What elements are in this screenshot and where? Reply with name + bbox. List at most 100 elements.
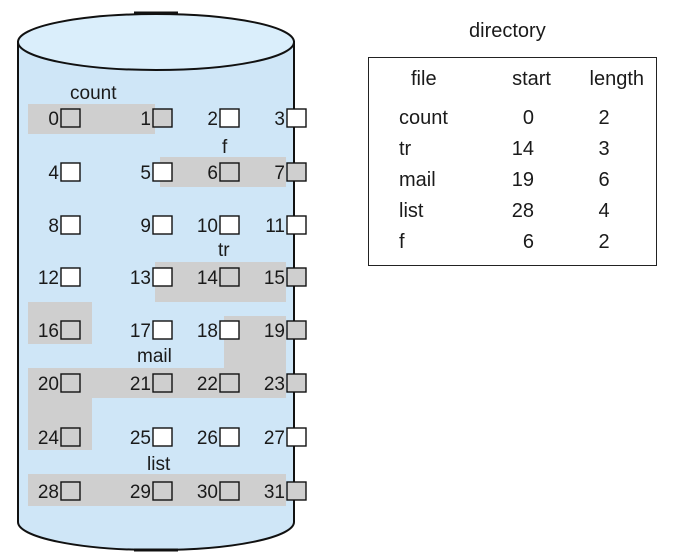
block-box	[286, 427, 307, 447]
block-number: 17	[130, 321, 151, 342]
row-file: count	[399, 107, 448, 129]
block-number: 7	[274, 163, 285, 184]
row-length: 2	[598, 107, 610, 129]
block-box	[286, 267, 307, 287]
block-box	[286, 481, 307, 501]
directory-title: directory	[469, 20, 546, 42]
header-file: file	[411, 68, 437, 90]
region-count	[28, 104, 155, 134]
block-number: 24	[38, 428, 60, 449]
block-number: 29	[130, 482, 151, 503]
block-box	[60, 162, 81, 182]
row-file: tr	[399, 138, 412, 160]
block-box	[60, 427, 81, 447]
row-start: 0	[522, 107, 534, 129]
block-number: 0	[48, 109, 59, 130]
block-number: 9	[140, 216, 151, 237]
label-tr: tr	[218, 240, 230, 261]
block-number: 23	[264, 374, 285, 395]
block-box	[286, 373, 307, 393]
block-box	[152, 481, 173, 501]
block-number: 6	[207, 163, 218, 184]
block-box	[60, 267, 81, 287]
block-box	[219, 320, 240, 340]
block-number: 5	[140, 163, 151, 184]
block-number: 10	[197, 216, 218, 237]
block-number: 31	[264, 482, 285, 503]
block-box	[219, 267, 240, 287]
row-file: list	[399, 200, 424, 222]
block-number: 19	[264, 321, 285, 342]
block-box	[286, 162, 307, 182]
row-length: 6	[598, 169, 610, 191]
block-box	[286, 215, 307, 235]
block-number: 12	[38, 268, 59, 289]
directory-row: count 0 2	[369, 107, 656, 137]
row-start: 28	[511, 200, 534, 222]
block-number: 8	[48, 216, 59, 237]
row-file: f	[399, 231, 405, 253]
region-tr-tail	[28, 302, 92, 344]
row-start: 19	[511, 169, 534, 191]
row-length: 3	[598, 138, 610, 160]
block-number: 13	[130, 268, 151, 289]
block-box	[152, 108, 173, 128]
row-start: 14	[511, 138, 534, 160]
block-box	[60, 108, 81, 128]
block-box	[219, 215, 240, 235]
row-file: mail	[399, 169, 436, 191]
directory-row: list 28 4	[369, 200, 656, 230]
row-length: 2	[598, 231, 610, 253]
directory-row: tr 14 3	[369, 138, 656, 168]
block-number: 15	[264, 268, 285, 289]
block-number: 25	[130, 428, 151, 449]
block-number: 2	[207, 109, 218, 130]
disk-top	[17, 13, 295, 71]
block-box	[152, 215, 173, 235]
block-box	[60, 320, 81, 340]
block-number: 28	[38, 482, 59, 503]
label-list: list	[147, 454, 171, 475]
block-number: 3	[274, 109, 285, 130]
block-number: 27	[264, 428, 285, 449]
directory-row: f 6 2	[369, 231, 656, 261]
block-box	[152, 320, 173, 340]
block-box	[219, 427, 240, 447]
block-box	[152, 162, 173, 182]
block-box	[219, 481, 240, 501]
block-number: 30	[197, 482, 218, 503]
block-box	[286, 320, 307, 340]
block-number: 21	[130, 374, 151, 395]
row-length: 4	[598, 200, 610, 222]
block-number: 20	[38, 374, 59, 395]
block-box	[219, 373, 240, 393]
block-box	[60, 215, 81, 235]
block-number: 11	[265, 216, 285, 237]
block-box	[152, 267, 173, 287]
region-mail-tail	[28, 398, 92, 450]
directory-row: mail 19 6	[369, 169, 656, 199]
header-start: start	[512, 68, 551, 90]
label-count: count	[70, 83, 117, 104]
block-number: 26	[197, 428, 218, 449]
directory-table: file start length count 0 2 tr 14 3 mail…	[368, 57, 657, 266]
block-box	[152, 427, 173, 447]
directory-header: file start length	[369, 68, 656, 98]
label-mail: mail	[137, 346, 172, 367]
block-box	[152, 373, 173, 393]
block-box	[60, 373, 81, 393]
block-number: 16	[38, 321, 59, 342]
block-box	[219, 108, 240, 128]
header-length: length	[589, 68, 645, 90]
block-number: 1	[140, 109, 151, 130]
block-number: 4	[48, 163, 59, 184]
block-number: 22	[197, 374, 218, 395]
row-start: 6	[522, 231, 534, 253]
block-number: 18	[197, 321, 218, 342]
block-box	[219, 162, 240, 182]
block-number: 14	[197, 268, 219, 289]
block-box	[286, 108, 307, 128]
label-f: f	[222, 137, 228, 158]
